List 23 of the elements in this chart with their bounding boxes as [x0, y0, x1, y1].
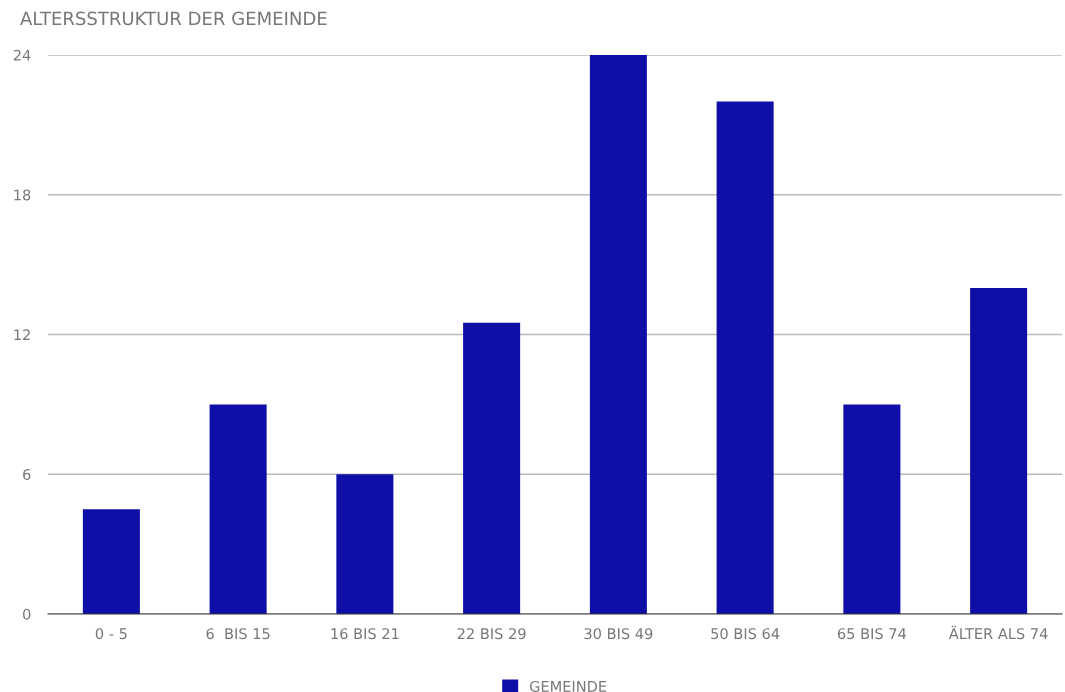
bar	[463, 322, 521, 614]
x-tick-label: 0 - 5	[95, 628, 127, 640]
bar	[843, 404, 901, 614]
legend-label: GEMEINDE	[529, 680, 607, 692]
bar	[82, 509, 140, 614]
x-tick-label: ÄLTER ALS 74	[948, 625, 1048, 640]
x-tick-label: 50 BIS 64	[711, 628, 780, 640]
x-tick-label: 6 BIS 15	[206, 628, 270, 640]
y-tick-label: 0	[23, 608, 31, 620]
x-tick-label: 22 BIS 29	[457, 628, 526, 640]
y-tick-label: 6	[23, 468, 31, 480]
bar	[716, 101, 774, 614]
y-tick-label: 12	[14, 329, 30, 341]
bar	[209, 404, 267, 614]
x-tick-label: 30 BIS 49	[584, 628, 653, 640]
y-tick-label: 18	[14, 189, 31, 201]
bar	[589, 55, 647, 614]
x-tick-label: 65 BIS 74	[837, 628, 907, 640]
y-tick-label: 24	[13, 49, 31, 61]
bar	[970, 287, 1028, 614]
chart-title: ALTERSSTRUKTUR DER GEMEINDE	[20, 11, 327, 26]
x-tick-label: 16 BIS 21	[331, 628, 399, 640]
bar	[336, 474, 394, 614]
